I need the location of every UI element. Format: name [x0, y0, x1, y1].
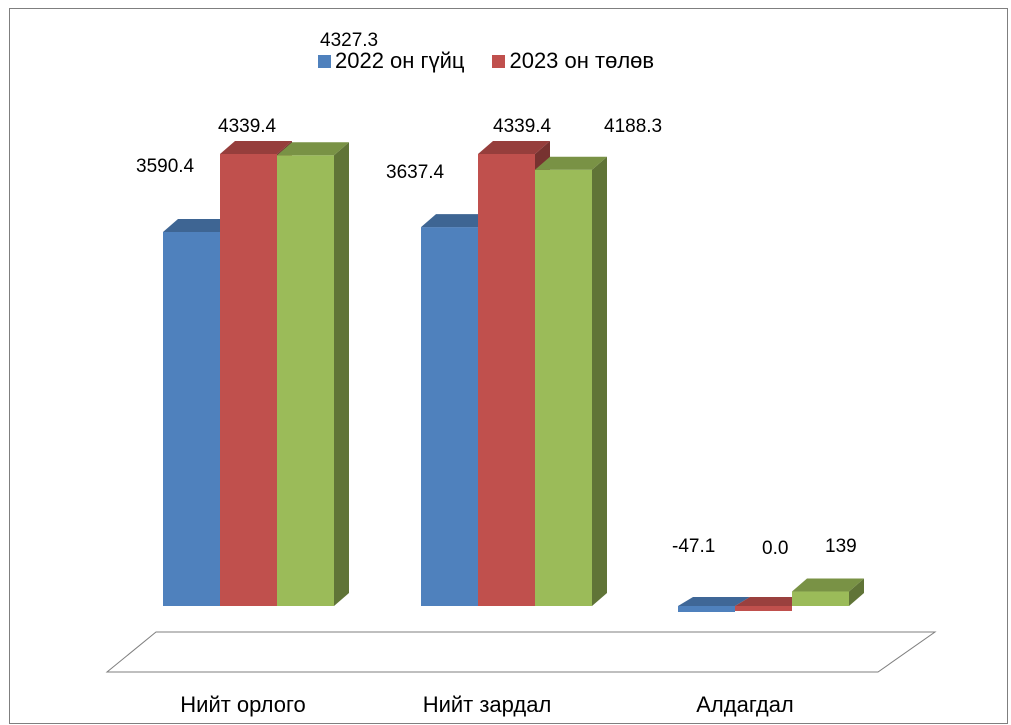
chart-area: 3590.4 4339.4 4327.3 3637.4 4339.4 4188.3 -47.… — [9, 8, 1008, 724]
legend-label-series-1: 2022 он гүйц — [335, 48, 465, 73]
bar-1-series-1 — [163, 232, 220, 606]
data-label-3-series-1: -47.1 — [672, 536, 715, 557]
bar-3-series-2 — [735, 606, 792, 611]
bar-chart: 3590.4 4339.4 4327.3 3637.4 4339.4 4188.3 -47.… — [105, 30, 937, 717]
bar-2-series-2 — [478, 153, 535, 606]
bar-3-series-2-top — [735, 597, 807, 606]
data-label-1-series-2: 4339.4 — [218, 116, 277, 137]
bar-2-series-1-top — [421, 214, 493, 228]
data-label-1-series-3: 4327.3 — [320, 30, 378, 51]
bar-3-series-3-side — [849, 578, 864, 606]
legend: 2022 он гүйц 2023 он төлөв — [318, 48, 682, 74]
bar-2-series-3-side — [592, 156, 607, 606]
data-label-3-series-3: 139 — [825, 536, 857, 557]
legend-label-series-2: 2023 он төлөв — [509, 48, 655, 73]
bar-3-series-1-top — [678, 597, 750, 606]
bar-1-series-2 — [220, 153, 277, 606]
category-label-2: Нийт зардал — [423, 692, 552, 717]
bar-3-series-3-top — [792, 578, 864, 592]
bar-1-series-3-side — [334, 142, 349, 607]
bar-2-series-3-top — [535, 156, 607, 170]
bar-3-series-3 — [792, 591, 849, 606]
bar-1-series-3 — [277, 155, 334, 607]
data-label-3-series-2: 0.0 — [762, 538, 788, 559]
bar-2-series-1 — [421, 227, 478, 606]
category-label-3: Алдагдал — [696, 692, 794, 717]
chart-floor — [105, 631, 937, 673]
category-label-1: Нийт орлого — [180, 692, 305, 717]
bar-3-series-1 — [678, 606, 735, 612]
bar-1-series-3-top — [277, 142, 349, 156]
data-label-1-series-1: 3590.4 — [136, 156, 195, 177]
data-label-2-series-3: 4188.3 — [604, 116, 662, 137]
bar-1-series-2-top — [220, 140, 292, 154]
bar-2-series-2-top — [478, 140, 550, 154]
data-label-2-series-1: 3637.4 — [386, 162, 445, 183]
legend-swatch-series-1 — [318, 54, 331, 68]
legend-swatch-series-2 — [492, 54, 506, 68]
data-label-2-series-2: 4339.4 — [493, 116, 552, 137]
bar-1-series-1-top — [163, 219, 235, 232]
legend-item-series-1: 2022 он гүйц — [318, 48, 464, 74]
legend-item-series-2: 2023 он төлөв — [492, 48, 654, 74]
bar-2-series-3 — [535, 169, 592, 606]
